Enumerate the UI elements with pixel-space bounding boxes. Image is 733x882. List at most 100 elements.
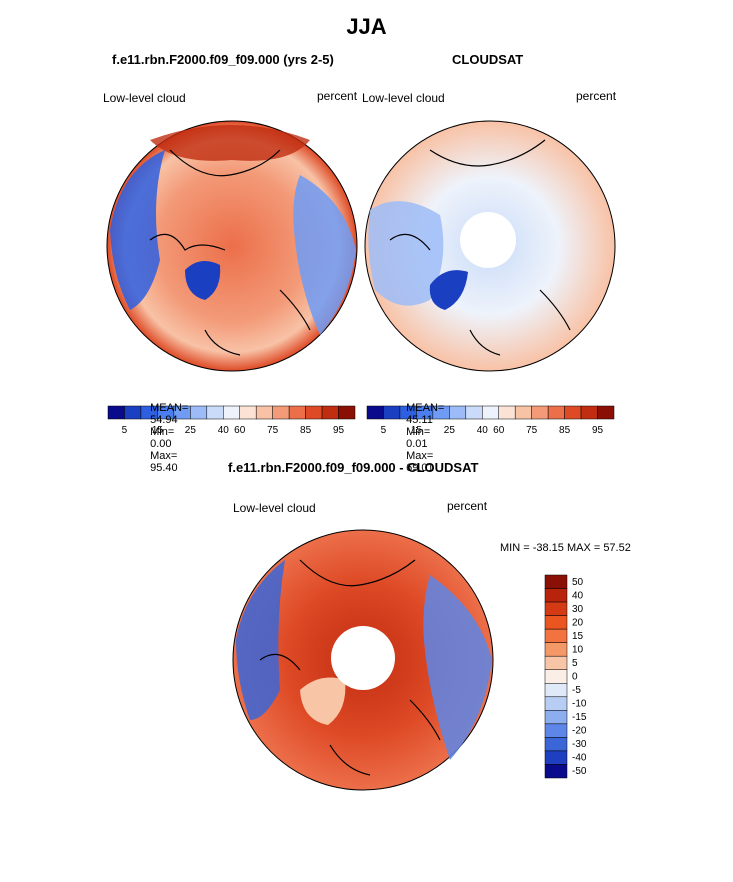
diff-colorbar-box: [544, 615, 568, 630]
obs-colorbar-box: [449, 405, 467, 420]
obs-colorbar-box: [498, 405, 516, 420]
diff-colorbar-tick-label: -15: [572, 712, 587, 723]
diff-colorbar-tick-label: 15: [572, 631, 584, 642]
model-colorbar-tick-label: 60: [234, 425, 246, 436]
obs-colorbar-box: [366, 405, 384, 420]
model-colorbar-box: [321, 405, 339, 420]
obs-colorbar-tick-label: 95: [592, 425, 604, 436]
diff-coastline: [259, 559, 441, 776]
model-colorbar-tick-label: 85: [300, 425, 312, 436]
diff-colorbar-tick-label: -5: [572, 685, 581, 696]
obs-units-label: percent: [576, 89, 617, 103]
diff-colorbar-box: [544, 750, 568, 765]
model-colorbar-box: [124, 405, 142, 420]
diff-colorbar-tick-label: 10: [572, 644, 584, 655]
model-colorbar-box: [272, 405, 290, 420]
obs-colorbar-box: [580, 405, 598, 420]
model-colorbar-box: [305, 405, 323, 420]
diff-colorbar-box: [544, 628, 568, 643]
diff-colorbar-box: [544, 601, 568, 616]
model-colorbar-box: [239, 405, 257, 420]
obs-colorbar-tick-label: 40: [477, 425, 489, 436]
diff-colorbar-tick-label: -10: [572, 699, 587, 710]
obs-min-value: 0.01: [406, 438, 428, 450]
obs-colorbar-tick-label: 60: [493, 425, 505, 436]
model-north-high: [150, 125, 310, 161]
model-colorbar-box: [255, 405, 273, 420]
diff-minmax: MIN = -38.15 MAX = 57.52: [500, 542, 631, 554]
obs-colorbar-tick-label: 15: [411, 425, 423, 436]
diff-colorbar-box: [544, 574, 568, 589]
model-colorbar-tick-label: 5: [122, 425, 128, 436]
diff-colorbar-box: [544, 655, 568, 670]
obs-variable-label: Low-level cloud: [362, 91, 445, 105]
model-colorbar-tick-label: 40: [218, 425, 230, 436]
model-greenland-low: [185, 261, 221, 300]
model-colorbar: 5 15 25 40 60 75 85 95: [107, 405, 356, 436]
obs-stats: MEAN= 45.11 Min= 0.01 Max= 69.01: [400, 390, 444, 474]
diff-colorbar-tick-label: 20: [572, 617, 584, 628]
model-colorbar-tick-label: 15: [152, 425, 164, 436]
model-variable-label: Low-level cloud: [103, 91, 186, 105]
obs-colorbar-box: [547, 405, 565, 420]
model-colorbar-box: [223, 405, 240, 420]
diff-colorbar-box: [544, 764, 568, 779]
diff-panel-title: f.e11.rbn.F2000.f09_f09.000 - CLOUDSAT: [228, 460, 479, 475]
obs-coastline: [389, 139, 571, 356]
model-colorbar-tick-label: 25: [185, 425, 197, 436]
model-min-value: 0.00: [150, 438, 172, 450]
model-colorbar-box: [206, 405, 224, 420]
obs-colorbar-box: [383, 405, 401, 420]
page-title: JJA: [346, 14, 387, 39]
diff-colorbar-box: [544, 696, 568, 711]
obs-colorbar-box: [564, 405, 582, 420]
model-panel-title: f.e11.rbn.F2000.f09_f09.000 (yrs 2-5): [112, 52, 334, 67]
model-max-label: Max=: [150, 450, 178, 462]
obs-colorbar-box: [482, 405, 499, 420]
model-stats: MEAN= 54.94 Min= 0.00 Max= 95.40: [144, 390, 188, 474]
diff-colorbar-tick-label: 5: [572, 658, 578, 669]
model-min-label: Min=: [150, 426, 175, 438]
obs-mean-label: MEAN=: [406, 402, 445, 414]
obs-colorbar-tick-label: 85: [559, 425, 571, 436]
diff-variable-label: Low-level cloud: [233, 501, 316, 515]
obs-max-label: Max=: [406, 450, 434, 462]
model-coastline: [149, 149, 311, 356]
obs-polar-hole: [460, 212, 516, 268]
obs-colorbar-box: [514, 405, 532, 420]
obs-min-label: Min=: [406, 426, 431, 438]
model-max-value: 95.40: [150, 462, 178, 474]
model-colorbar-box: [107, 405, 125, 420]
obs-mean-value: 45.11: [406, 414, 433, 426]
obs-max-value: 69.01: [406, 462, 434, 474]
obs-colorbar-tick-label: 25: [444, 425, 456, 436]
diff-colorbar-box: [544, 723, 568, 738]
obs-greenland-low: [429, 270, 468, 310]
obs-panel-title: CLOUDSAT: [452, 52, 524, 67]
diff-colorbar-box: [544, 683, 568, 698]
diff-colorbar-tick-label: -50: [572, 766, 587, 777]
diff-colorbar-tick-label: 40: [572, 590, 584, 601]
obs-colorbar-box: [531, 405, 549, 420]
diff-polar-hole: [331, 626, 395, 690]
diff-colorbar-tick-label: -20: [572, 726, 587, 737]
model-colorbar-box: [338, 405, 356, 420]
diff-colorbar-tick-label: -40: [572, 753, 587, 764]
model-colorbar-box: [190, 405, 208, 420]
model-colorbar-tick-label: 95: [333, 425, 345, 436]
model-mean-label: MEAN=: [150, 402, 189, 414]
model-colorbar-box: [288, 405, 306, 420]
model-blue-region-west: [110, 150, 165, 310]
model-colorbar-tick-label: 75: [267, 425, 279, 436]
diff-colorbar-box: [544, 642, 568, 657]
diff-blue-region-west: [236, 560, 285, 720]
model-units-label: percent: [317, 89, 358, 103]
diff-colorbar-box: [544, 737, 568, 752]
obs-colorbar-box: [597, 405, 615, 420]
diff-colorbar-tick-label: 30: [572, 604, 584, 615]
diff-colorbar-tick-label: 0: [572, 672, 578, 683]
diff-greenland-light: [300, 677, 346, 725]
model-mean-value: 54.94: [150, 414, 178, 426]
diff-colorbar-box: [544, 669, 568, 684]
